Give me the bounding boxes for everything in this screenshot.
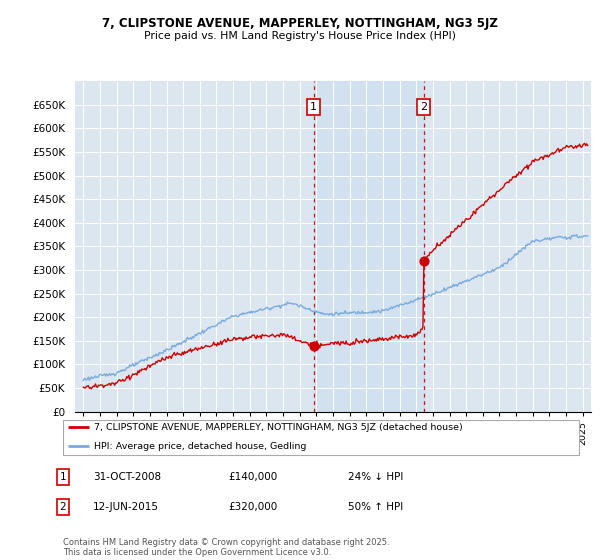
FancyBboxPatch shape <box>62 420 580 455</box>
Text: 7, CLIPSTONE AVENUE, MAPPERLEY, NOTTINGHAM, NG3 5JZ (detached house): 7, CLIPSTONE AVENUE, MAPPERLEY, NOTTINGH… <box>94 423 463 432</box>
Bar <box>314 81 424 412</box>
Text: HPI: Average price, detached house, Gedling: HPI: Average price, detached house, Gedl… <box>94 442 307 451</box>
Text: 1: 1 <box>59 472 67 482</box>
Text: £140,000: £140,000 <box>228 472 277 482</box>
Text: Price paid vs. HM Land Registry's House Price Index (HPI): Price paid vs. HM Land Registry's House … <box>144 31 456 41</box>
Text: £320,000: £320,000 <box>228 502 277 512</box>
Text: 50% ↑ HPI: 50% ↑ HPI <box>348 502 403 512</box>
Text: 2: 2 <box>420 102 427 112</box>
Point <box>309 341 319 350</box>
Text: 2: 2 <box>59 502 67 512</box>
Text: Contains HM Land Registry data © Crown copyright and database right 2025.
This d: Contains HM Land Registry data © Crown c… <box>63 538 389 557</box>
Text: 12-JUN-2015: 12-JUN-2015 <box>93 502 159 512</box>
Point <box>419 256 428 265</box>
Text: 7, CLIPSTONE AVENUE, MAPPERLEY, NOTTINGHAM, NG3 5JZ: 7, CLIPSTONE AVENUE, MAPPERLEY, NOTTINGH… <box>102 17 498 30</box>
Text: 24% ↓ HPI: 24% ↓ HPI <box>348 472 403 482</box>
Text: 31-OCT-2008: 31-OCT-2008 <box>93 472 161 482</box>
Text: 1: 1 <box>310 102 317 112</box>
